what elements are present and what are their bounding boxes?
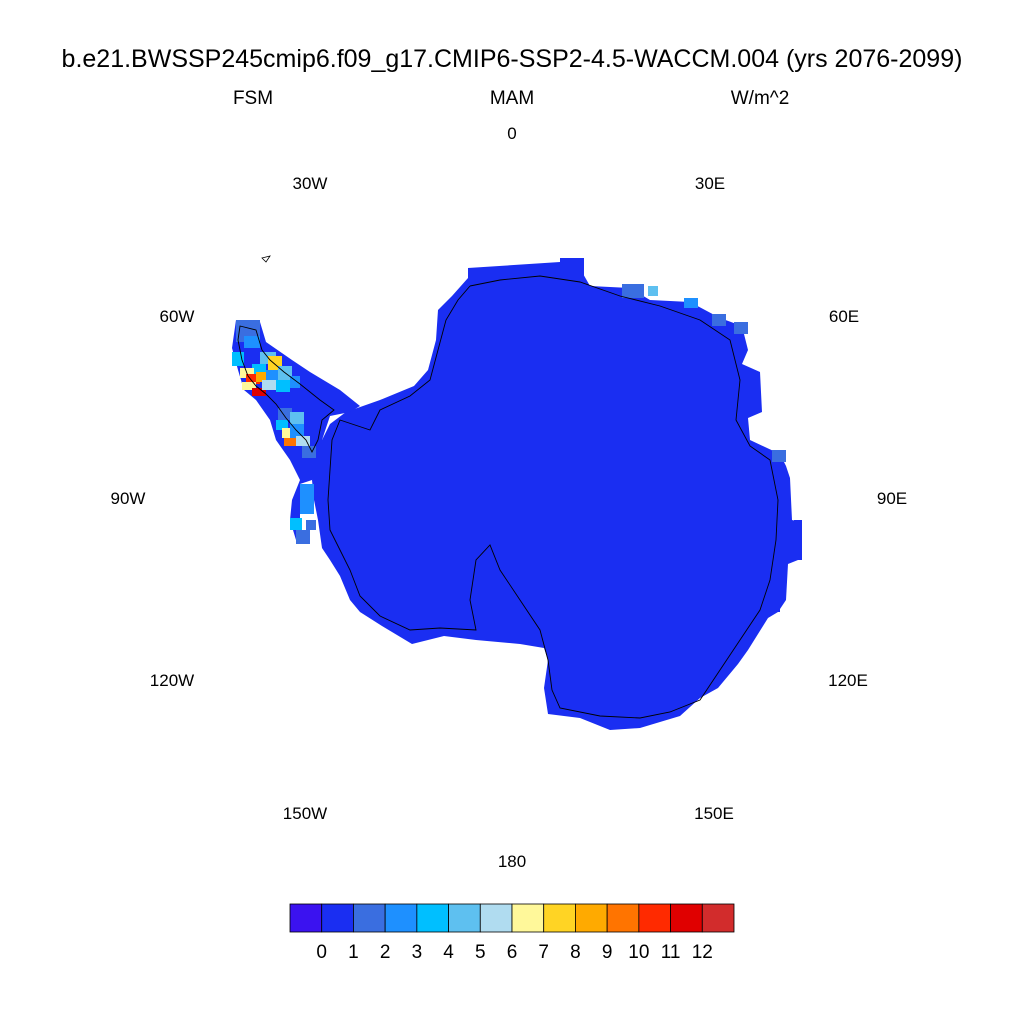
lon-label-60e: 60E — [828, 307, 860, 326]
lon-label-0: 0 — [507, 124, 517, 143]
lon-label-90e: 90E — [876, 489, 908, 508]
units-label: W/m^2 — [730, 88, 790, 109]
lon-label-60w: 60W — [159, 307, 195, 326]
lon-label-120w: 120W — [149, 671, 195, 690]
lon-label-180: 180 — [497, 852, 527, 871]
lon-label-30e: 30E — [694, 174, 726, 193]
lon-label-120e: 120E — [828, 671, 868, 690]
variable-label: FSM — [232, 88, 274, 109]
plot-title: b.e21.BWSSP245cmip6.f09_g17.CMIP6-SSP2-4… — [61, 45, 963, 73]
lon-label-90w: 90W — [110, 489, 146, 508]
ice-sheet-field — [312, 262, 800, 730]
lon-label-150w: 150W — [282, 804, 328, 823]
lon-label-150e: 150E — [694, 804, 734, 823]
lon-label-30w: 30W — [292, 174, 328, 193]
season-label: MAM — [489, 88, 535, 109]
